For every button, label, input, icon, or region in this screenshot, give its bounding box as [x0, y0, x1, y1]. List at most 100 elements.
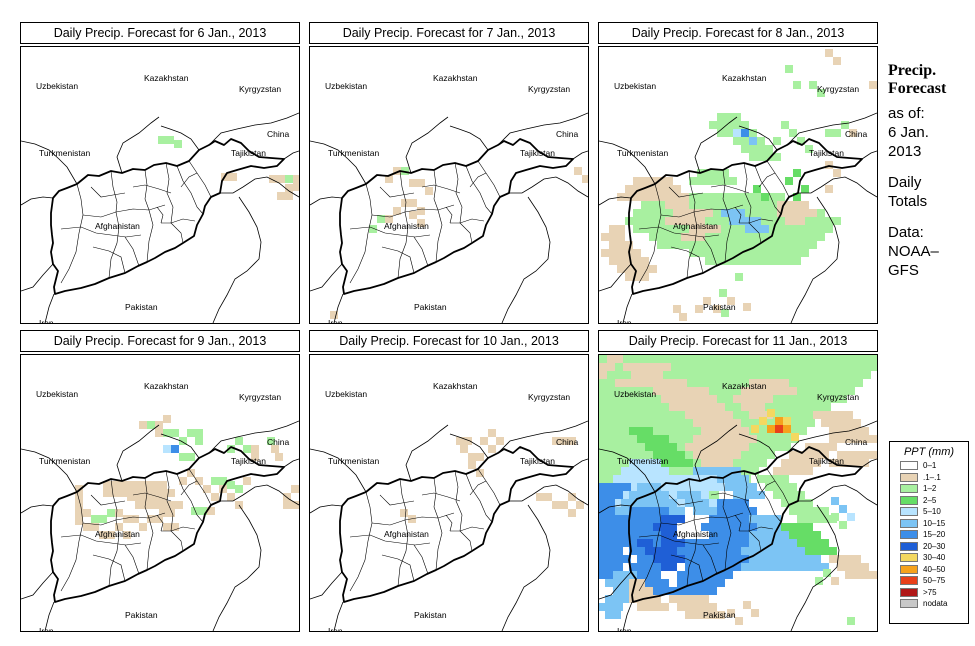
- precip-cell: [705, 201, 713, 209]
- precip-cell: [729, 241, 737, 249]
- precip-cell: [687, 379, 695, 387]
- precip-cell: [717, 507, 725, 515]
- precip-cell: [623, 387, 631, 395]
- country-label-uzbekistan: Uzbekistan: [614, 389, 656, 399]
- precip-cell: [761, 241, 769, 249]
- precip-cell: [211, 493, 219, 501]
- precip-cell: [425, 187, 433, 195]
- precip-cell: [75, 485, 83, 493]
- precip-cell: [735, 273, 743, 281]
- precip-cell: [701, 387, 709, 395]
- precip-cell: [171, 445, 179, 453]
- precip-cell: [713, 169, 721, 177]
- precip-cell: [665, 225, 673, 233]
- precip-cell: [629, 475, 637, 483]
- precip-cell: [829, 443, 837, 451]
- province-boundary: [469, 480, 487, 496]
- country-border: [21, 448, 78, 493]
- legend-swatch: [900, 472, 918, 482]
- data-label: Data:: [888, 224, 924, 241]
- precip-cell: [657, 217, 665, 225]
- precip-cell: [677, 555, 685, 563]
- precip-cell: [151, 493, 159, 501]
- precip-cell: [671, 435, 679, 443]
- precip-cell: [825, 217, 833, 225]
- precip-cell: [631, 355, 639, 363]
- precip-cell: [607, 403, 615, 411]
- country-border: [738, 125, 778, 151]
- precip-cell: [657, 201, 665, 209]
- province-boundary: [754, 165, 782, 215]
- precip-cell: [631, 379, 639, 387]
- precip-cell: [773, 153, 781, 161]
- precip-cell: [629, 523, 637, 531]
- precip-cell: [781, 387, 789, 395]
- precip-cell: [773, 555, 781, 563]
- precip-cell: [805, 145, 813, 153]
- precip-cell: [649, 225, 657, 233]
- precip-cell: [633, 177, 641, 185]
- precip-cell: [568, 493, 576, 501]
- precip-cell: [637, 587, 645, 595]
- afghanistan-border: [50, 138, 285, 295]
- precip-cell: [727, 363, 735, 371]
- precip-cell: [655, 355, 663, 363]
- precip-cell: [673, 193, 681, 201]
- precip-cell: [733, 483, 741, 491]
- precip-cell: [219, 477, 227, 485]
- precip-cell: [703, 371, 711, 379]
- precip-cell: [621, 467, 629, 475]
- precip-cell: [807, 419, 815, 427]
- precip-cell: [765, 379, 773, 387]
- precip-cell: [701, 587, 709, 595]
- precip-cell: [735, 459, 743, 467]
- precip-cell: [815, 379, 823, 387]
- precip-cell: [713, 209, 721, 217]
- precip-cell: [657, 241, 665, 249]
- precip-cell: [757, 531, 765, 539]
- precip-cell: [633, 193, 641, 201]
- precip-cell: [833, 129, 841, 137]
- legend-swatch: [900, 587, 918, 597]
- precip-cell: [767, 409, 775, 417]
- precip-cell: [621, 531, 629, 539]
- country-label-uzbekistan: Uzbekistan: [36, 389, 78, 399]
- forecast-panel-day-7: Daily Precip. Forecast for 7 Jan., 2013 …: [309, 22, 589, 324]
- precip-cell: [837, 563, 845, 571]
- precip-cell: [679, 313, 687, 321]
- country-label-china: China: [845, 437, 867, 447]
- precip-cell: [701, 419, 709, 427]
- precip-cell: [847, 387, 855, 395]
- precip-cell: [801, 249, 809, 257]
- precip-cell: [607, 371, 615, 379]
- precip-cell: [629, 563, 637, 571]
- precip-cell: [609, 225, 617, 233]
- precip-cell: [685, 483, 693, 491]
- sidebar-title-2: Forecast: [888, 80, 947, 97]
- precip-cell: [187, 429, 195, 437]
- precip-cell: [853, 427, 861, 435]
- precip-cell: [753, 249, 761, 257]
- precip-cell: [823, 355, 831, 363]
- precip-cell: [773, 539, 781, 547]
- precip-cell: [729, 225, 737, 233]
- precip-cell: [655, 411, 663, 419]
- precip-cell: [789, 555, 797, 563]
- country-border: [220, 484, 299, 506]
- precip-cell: [845, 555, 853, 563]
- precip-cell: [645, 595, 653, 603]
- country-border: [449, 433, 489, 459]
- legend-label: 30–40: [923, 553, 946, 562]
- precip-cell: [741, 491, 749, 499]
- precip-cell: [623, 523, 631, 531]
- precip-cell: [631, 403, 639, 411]
- precip-cell: [599, 555, 607, 563]
- precip-cell: [677, 403, 685, 411]
- precip-cell: [727, 395, 735, 403]
- data-source-1: NOAA–: [888, 243, 939, 260]
- precip-cell: [697, 209, 705, 217]
- precip-cell: [468, 461, 476, 469]
- precip-cell: [695, 459, 703, 467]
- precip-cell: [725, 499, 733, 507]
- precip-cell: [725, 129, 733, 137]
